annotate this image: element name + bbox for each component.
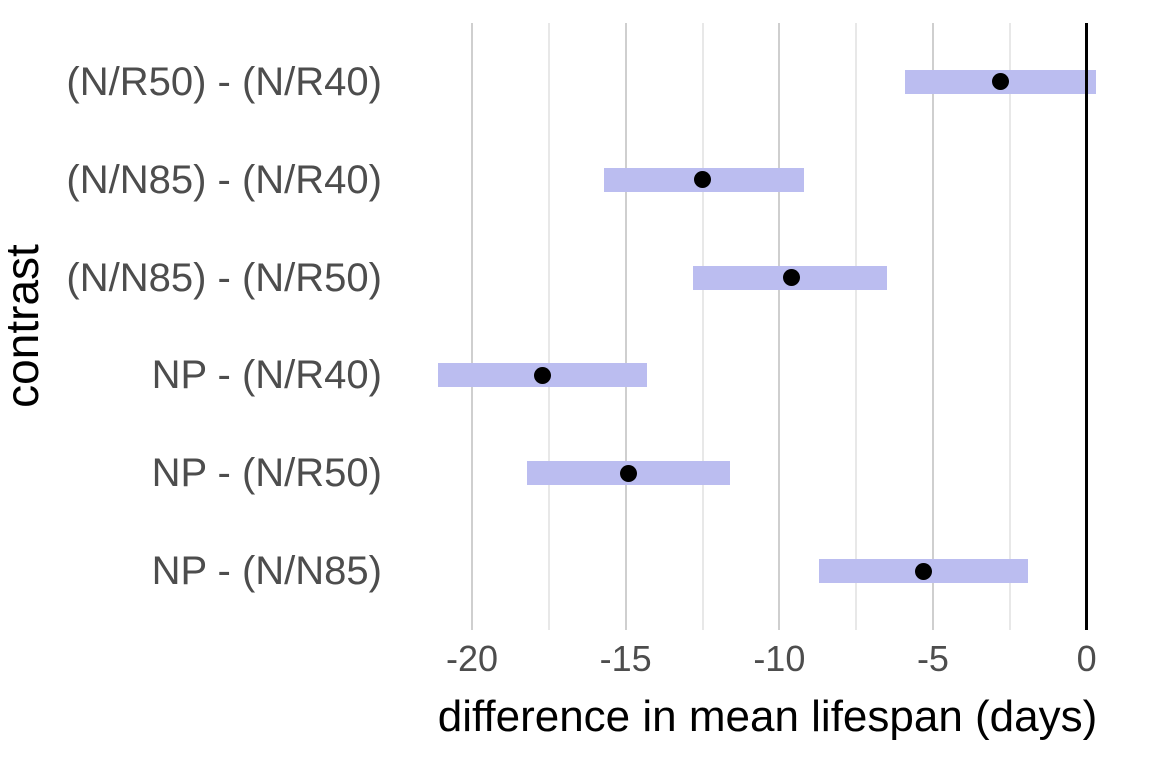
x-tick-label: -20 (446, 638, 499, 679)
estimate-point (783, 269, 801, 287)
x-tick-label: -5 (916, 638, 949, 679)
gridline-minor (855, 23, 858, 630)
gridline-major (778, 23, 781, 630)
y-tick-label: (N/N85) - (N/R50) (66, 255, 382, 300)
zero-reference-line (1085, 23, 1089, 630)
gridline-major (471, 23, 474, 630)
estimate-point (915, 562, 933, 580)
y-tick-label: NP - (N/R40) (151, 353, 382, 398)
estimate-point (534, 366, 552, 384)
gridline-minor (1008, 23, 1011, 630)
plot-panel (406, 23, 1129, 630)
estimate-point (694, 171, 711, 189)
y-axis-title-text: contrast (0, 244, 48, 408)
x-tick-label: -10 (753, 638, 806, 679)
gridline-major (624, 23, 627, 630)
y-tick-label: NP - (N/N85) (151, 549, 382, 594)
y-tick-label: NP - (N/R50) (151, 451, 382, 496)
gridline-minor (547, 23, 550, 630)
gridline-minor (701, 23, 704, 630)
y-tick-label: (N/N85) - (N/R40) (66, 157, 382, 202)
x-axis-title: difference in mean lifespan (days) (437, 692, 1098, 741)
x-tick-label: -15 (599, 638, 652, 679)
estimate-point (992, 73, 1010, 91)
gridline-major (931, 23, 934, 630)
y-tick-label: (N/R50) - (N/R40) (66, 59, 382, 104)
estimate-point (620, 464, 638, 482)
x-tick-label: 0 (1076, 638, 1097, 679)
